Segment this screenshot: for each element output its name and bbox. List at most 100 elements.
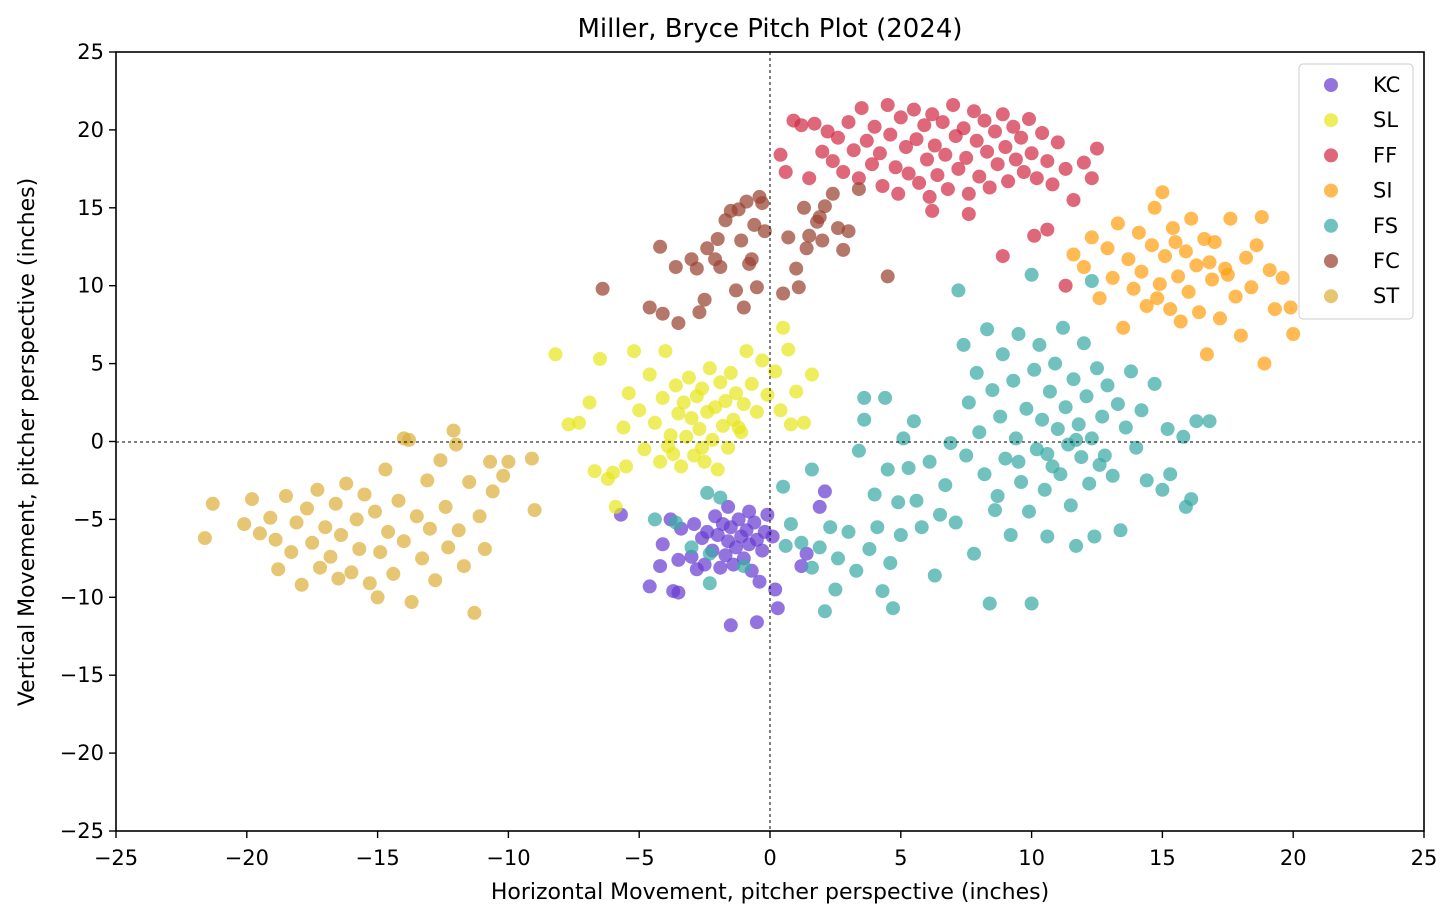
point-sl <box>655 390 670 405</box>
point-fs <box>1037 482 1052 497</box>
y-tick-label: 0 <box>91 430 104 454</box>
point-st <box>391 493 406 508</box>
point-st <box>268 532 283 547</box>
point-sl <box>710 462 725 477</box>
point-sl <box>729 386 743 401</box>
point-ff <box>961 186 976 201</box>
point-ff <box>982 180 997 195</box>
point-st <box>462 475 477 489</box>
point-fs <box>980 322 995 337</box>
point-si <box>1239 250 1254 265</box>
point-si <box>1158 249 1172 264</box>
point-fs <box>1118 420 1133 435</box>
point-sl <box>676 395 691 410</box>
point-sl <box>773 403 788 418</box>
point-kc <box>752 574 767 589</box>
point-fc <box>742 256 757 271</box>
point-st <box>373 545 388 560</box>
point-ff <box>899 140 913 154</box>
point-ff <box>859 133 874 148</box>
point-fs <box>776 479 791 494</box>
x-tick-label: −20 <box>225 846 269 870</box>
point-ff <box>959 150 974 165</box>
point-ff <box>917 118 932 133</box>
point-st <box>294 577 309 592</box>
point-si <box>1163 302 1178 317</box>
point-ff <box>1040 154 1055 169</box>
point-ff <box>1014 130 1029 145</box>
point-st <box>446 423 461 438</box>
point-fs <box>1155 482 1170 497</box>
point-fc <box>739 194 754 209</box>
point-st <box>433 453 448 468</box>
point-fs <box>972 425 987 440</box>
point-fs <box>878 390 893 405</box>
point-sl <box>627 344 641 359</box>
y-tick-label: 20 <box>77 118 104 142</box>
point-fs <box>883 556 898 570</box>
point-kc <box>671 585 686 600</box>
point-sl <box>744 376 759 391</box>
point-ff <box>930 168 945 183</box>
point-ff <box>972 169 987 184</box>
point-fs <box>1014 475 1029 489</box>
point-si <box>1110 216 1125 231</box>
point-ff <box>977 113 992 128</box>
point-fc <box>655 306 670 321</box>
point-fs <box>1032 337 1047 352</box>
point-sl <box>804 367 819 382</box>
point-kc <box>755 543 770 558</box>
point-fs <box>1189 414 1204 429</box>
point-st <box>483 454 498 469</box>
point-fs <box>956 337 971 352</box>
point-st <box>496 468 511 483</box>
legend-marker-ff <box>1324 148 1338 163</box>
point-kc <box>770 601 785 616</box>
point-fs <box>783 517 798 532</box>
point-st <box>451 523 466 538</box>
point-st <box>396 534 411 549</box>
point-sl <box>760 387 775 402</box>
point-sl <box>548 347 563 362</box>
point-fc <box>781 230 796 245</box>
point-fs <box>1024 596 1039 611</box>
point-kc <box>817 484 832 499</box>
point-ff <box>1008 152 1023 167</box>
point-sl <box>642 367 657 382</box>
point-fc <box>668 260 683 274</box>
series-sl <box>548 320 819 514</box>
point-kc <box>760 507 775 522</box>
point-si <box>1184 211 1199 226</box>
point-kc <box>723 618 738 633</box>
point-si <box>1286 327 1301 341</box>
point-fc <box>817 199 832 214</box>
legend-label-fs: FS <box>1373 214 1398 238</box>
point-ff <box>851 171 866 186</box>
legend-box <box>1298 63 1414 320</box>
point-si <box>1139 299 1154 313</box>
point-fs <box>1011 454 1026 469</box>
point-si <box>1121 252 1136 267</box>
point-ff <box>946 98 961 112</box>
point-fs <box>1003 528 1018 542</box>
x-tick-label: −10 <box>486 846 530 870</box>
series-st <box>197 423 542 620</box>
point-fs <box>1058 400 1073 415</box>
point-si <box>1147 200 1162 215</box>
point-st <box>441 540 456 555</box>
point-fs <box>1069 432 1084 447</box>
point-fs <box>1176 429 1191 444</box>
legend-marker-st <box>1324 289 1338 304</box>
point-si <box>1262 263 1277 278</box>
point-fs <box>1082 476 1097 491</box>
point-si <box>1150 291 1165 306</box>
point-st <box>197 531 212 546</box>
point-fs <box>938 478 953 493</box>
point-st <box>409 509 424 524</box>
point-fc <box>776 286 791 301</box>
point-sl <box>663 428 678 443</box>
point-ff <box>888 160 903 175</box>
point-st <box>310 482 325 497</box>
point-sl <box>713 375 728 390</box>
point-fs <box>1048 356 1063 371</box>
